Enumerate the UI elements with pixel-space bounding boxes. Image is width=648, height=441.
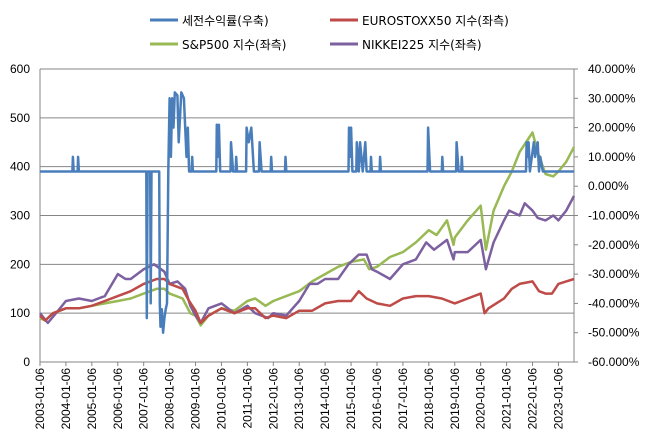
x-axis-tick-label: 2022-01-06: [526, 368, 540, 430]
right-axis-tick-labels: -60.000% -50.000% -40.000% -30.000% -20.000%…: [574, 62, 640, 369]
left-axis-tick-label: 400: [10, 160, 30, 174]
legend: 세전수익률(우축) EUROSTOXX50 지수(좌측) S&P500 지수(좌측)…: [150, 14, 509, 52]
x-axis-tick-label: 2017-01-06: [396, 368, 410, 430]
x-axis-tick-label: 2004-01-06: [59, 368, 73, 430]
legend-label: NIKKEI225 지수(좌측): [362, 38, 482, 52]
series-line-0: [40, 91, 574, 334]
right-axis-tick-label: -20.000%: [588, 238, 640, 252]
legend-label: EUROSTOXX50 지수(좌측): [362, 14, 509, 28]
left-axis-tick-label: 500: [10, 111, 30, 125]
x-axis-tick-label: 2020-01-06: [474, 368, 488, 430]
x-axis-tick-label: 2008-01-06: [163, 368, 177, 430]
legend-label: 세전수익률(우축): [182, 14, 269, 28]
x-axis-tick-label: 2011-01-06: [240, 368, 254, 429]
right-axis-tick-label: -10.000%: [588, 209, 640, 223]
right-axis-tick-label: 20.000%: [588, 121, 636, 135]
left-axis-tick-label: 300: [10, 209, 30, 223]
x-axis-tick-label: 2016-01-06: [370, 368, 384, 430]
x-axis-tick-label: 2013-01-06: [292, 368, 306, 430]
x-axis-tick-label: 2019-01-06: [448, 368, 462, 430]
right-axis-tick-label: -30.000%: [588, 267, 640, 281]
right-axis-tick-label: 10.000%: [588, 150, 636, 164]
x-axis-tick-label: 2021-01-06: [500, 368, 514, 430]
x-axis-tick-label: 2015-01-06: [344, 368, 358, 430]
series-line-2: [39, 131, 576, 327]
x-axis-tick-label: 2009-01-06: [189, 368, 203, 430]
right-axis-tick-label: 40.000%: [588, 62, 636, 76]
left-axis-tick-label: 100: [10, 306, 30, 320]
x-axis-tick-label: 2007-01-06: [137, 368, 151, 430]
series-line-1: [39, 277, 575, 325]
x-axis-tick-label: 2018-01-06: [422, 368, 436, 430]
right-axis-tick-label: -50.000%: [588, 326, 640, 340]
right-axis-tick-label: 0.000%: [588, 179, 629, 193]
left-axis-tick-label: 0: [23, 355, 30, 369]
legend-label: S&P500 지수(좌측): [182, 38, 286, 52]
left-axis-tick-label: 200: [10, 257, 30, 271]
x-axis-tick-label: 2023-01-06: [551, 368, 565, 430]
series-lines: [39, 91, 576, 334]
series-line-3: [39, 195, 576, 325]
left-axis-tick-labels: 0 100 200 300 400 500 600: [10, 62, 30, 369]
x-axis-tick-labels: 2003-01-06 2004-01-06 2005-01-06 2006-01-06…: [33, 362, 565, 429]
right-axis-tick-label: -40.000%: [588, 296, 640, 310]
x-axis-tick-label: 2014-01-06: [318, 368, 332, 430]
x-axis-tick-label: 2006-01-06: [111, 368, 125, 430]
right-axis-tick-label: 30.000%: [588, 91, 636, 105]
right-axis-tick-label: -60.000%: [588, 355, 640, 369]
left-axis-tick-label: 600: [10, 62, 30, 76]
x-axis-tick-label: 2012-01-06: [266, 368, 280, 430]
x-axis-tick-label: 2005-01-06: [85, 368, 99, 430]
x-axis-tick-label: 2010-01-06: [214, 368, 228, 430]
x-axis-tick-label: 2003-01-06: [33, 368, 47, 430]
